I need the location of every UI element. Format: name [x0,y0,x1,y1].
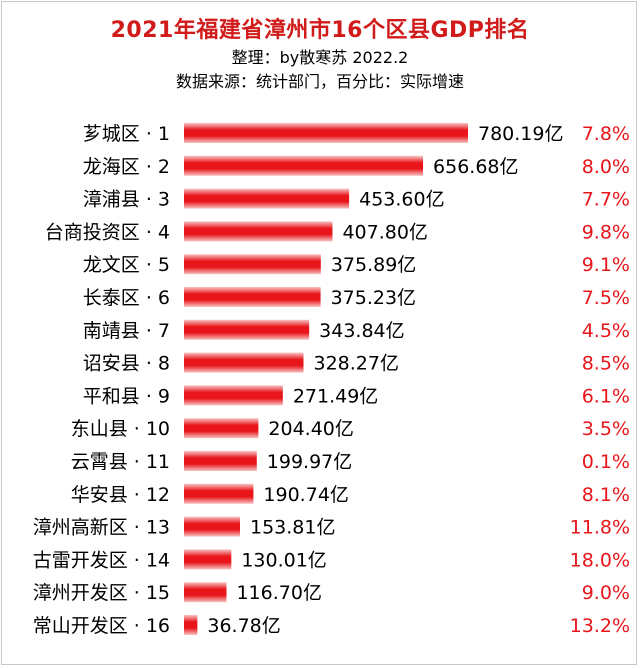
value-label: 343.84亿 [319,320,404,342]
value-label: 453.60亿 [359,189,444,211]
value-label: 130.01亿 [241,549,326,571]
bar [184,385,283,406]
chart-title: 2021年福建省漳州市16个区县GDP排名 [110,18,530,43]
category-label: 长泰区 · 6 [83,287,170,309]
chart-compiler-note: 整理：by散寒苏 2022.2 [231,48,409,67]
bar [184,155,424,176]
category-label: 漳州高新区 · 13 [33,517,170,539]
category-label: 诏安县 · 8 [83,353,170,375]
bar [184,352,304,373]
category-label: 华安县 · 12 [71,484,170,506]
category-label: 平和县 · 9 [83,385,170,407]
growth-rate-label: 6.1% [582,385,630,407]
value-label: 116.70亿 [236,582,321,604]
category-label: 漳州开发区 · 15 [33,582,170,604]
bar [184,549,232,570]
growth-rate-label: 18.0% [570,549,630,571]
value-label: 36.78亿 [207,615,280,637]
value-label: 190.74亿 [263,484,348,506]
category-label: 芗城区 · 1 [83,123,170,145]
value-label: 199.97亿 [267,451,352,473]
chart-source-note: 数据来源：统计部门，百分比：实际增速 [175,72,464,91]
category-label: 龙海区 · 2 [83,156,170,178]
bar [184,483,254,504]
value-label: 204.40亿 [268,418,353,440]
value-label: 153.81亿 [250,517,335,539]
value-label: 375.23亿 [331,287,416,309]
growth-rate-label: 0.1% [582,451,630,473]
bar [184,254,321,275]
bar [184,516,240,537]
value-label: 328.27亿 [313,353,398,375]
growth-rate-label: 9.1% [582,254,630,276]
growth-rate-label: 8.5% [582,353,630,375]
growth-rate-label: 8.1% [582,484,630,506]
category-label: 漳浦县 · 3 [83,189,170,211]
category-label: 龙文区 · 5 [83,254,170,276]
bar [184,319,310,340]
value-label: 780.19亿 [478,123,563,145]
growth-rate-label: 3.5% [582,418,630,440]
growth-rate-label: 4.5% [582,320,630,342]
bar [184,188,350,209]
category-label: 古雷开发区 · 14 [33,549,170,571]
bar [184,287,321,307]
growth-rate-label: 7.5% [582,287,630,309]
bar [184,221,333,242]
category-label: 台商投资区 · 4 [45,221,170,243]
category-label: 南靖县 · 7 [83,320,170,342]
bar [184,615,198,635]
value-label: 656.68亿 [433,156,518,178]
growth-rate-label: 9.0% [582,582,630,604]
growth-rate-label: 7.7% [582,189,630,211]
value-label: 271.49亿 [293,385,378,407]
growth-rate-label: 9.8% [582,221,630,243]
value-label: 375.89亿 [331,254,416,276]
category-label: 云霄县 · 11 [71,451,170,473]
growth-rate-label: 8.0% [582,156,630,178]
bar [184,582,227,603]
growth-rate-label: 7.8% [582,123,630,145]
value-label: 407.80亿 [342,221,427,243]
growth-rate-label: 13.2% [570,615,630,637]
bar [184,451,257,471]
bars-group: 芗城区 · 1 780.19亿 7.8% 龙海区 · 2 656.68亿 8.0% 漳浦县 … [33,123,630,637]
bar [184,418,259,439]
category-label: 东山县 · 10 [71,418,170,440]
growth-rate-label: 11.8% [570,517,630,539]
category-label: 常山开发区 · 16 [33,615,170,637]
bar [184,123,468,143]
